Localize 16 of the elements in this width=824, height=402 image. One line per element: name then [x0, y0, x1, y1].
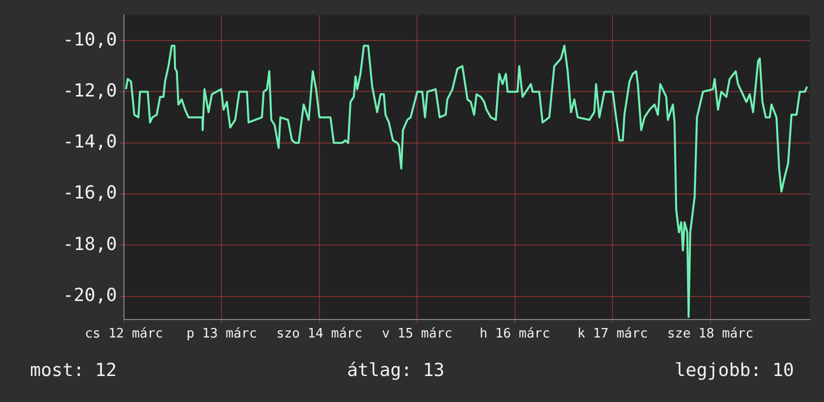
text: legjobb: 10 — [674, 360, 794, 381]
x-tick-label: h 16 márc — [480, 326, 550, 342]
x-tick-label: p 13 márc — [186, 326, 257, 342]
x-tick-label: k 17 márc — [577, 326, 648, 342]
y-tick-label: -14,0 — [62, 132, 117, 153]
x-tick-label: cs 12 márc — [84, 326, 164, 342]
y-tick-label: -18,0 — [62, 234, 117, 255]
y-tick-label: -12,0 — [62, 80, 117, 102]
x-tick-label: v 15 márc — [382, 326, 452, 342]
y-tick-label: -20,0 — [62, 285, 117, 306]
text: most: 12 — [30, 360, 117, 381]
y-tick-label: -16,0 — [62, 182, 117, 204]
text: átlag: 13 — [346, 360, 445, 381]
y-tick-label: -10,0 — [62, 29, 117, 50]
x-tick-label: szo 14 márc — [276, 326, 362, 342]
x-tick-label: sze 18 márc — [667, 326, 754, 342]
